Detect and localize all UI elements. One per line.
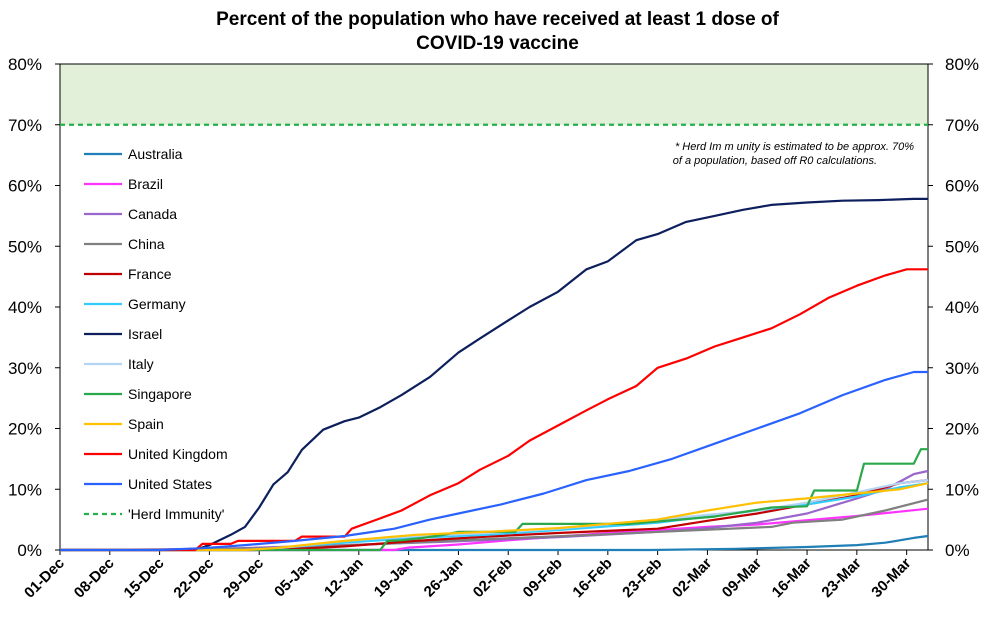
series-line-singapore — [60, 448, 928, 552]
y-tick-label-right: 20% — [945, 420, 979, 439]
x-tick-label: 30-Mar — [868, 555, 914, 601]
legend-label: Israel — [128, 326, 162, 342]
herd-immunity-note-line-2: of a population, based off R0 calculatio… — [673, 155, 877, 167]
y-tick-label-left: 30% — [8, 359, 42, 378]
x-tick-label: 19-Jan — [371, 555, 417, 601]
chart-title-line-1: Percent of the population who have recei… — [216, 9, 779, 30]
chart-title-line-2: COVID-19 vaccine — [416, 33, 579, 54]
x-tick-label: 15-Dec — [121, 555, 168, 602]
legend-label: Germany — [128, 296, 186, 312]
x-tick-label: 16-Mar — [769, 555, 815, 601]
y-tick-label-right: 30% — [945, 359, 979, 378]
x-tick-label: 23-Mar — [818, 555, 864, 601]
legend-label: United Kingdom — [128, 446, 228, 462]
x-tick-label: 09-Feb — [520, 555, 566, 601]
legend-label: Brazil — [128, 176, 163, 192]
y-tick-label-left: 40% — [8, 298, 42, 317]
series-line-spain — [60, 482, 929, 552]
series-line-united-states — [60, 370, 928, 552]
legend-label: 'Herd Immunity' — [128, 506, 224, 522]
y-tick-label-right: 0% — [945, 541, 970, 560]
legend-label: France — [128, 266, 172, 282]
legend: Australia Brazil Canada China France Germany I… — [84, 146, 228, 522]
y-tick-label-right: 40% — [945, 298, 979, 317]
y-tick-label-right: 80% — [945, 55, 979, 74]
legend-label: United States — [128, 476, 212, 492]
herd-immunity-zone — [60, 64, 928, 125]
y-tick-label-left: 80% — [8, 55, 42, 74]
x-tick-label: 01-Dec — [21, 555, 68, 602]
series-line-brazil — [60, 507, 929, 552]
x-tick-label: 23-Feb — [619, 555, 665, 601]
legend-label: Singapore — [128, 386, 192, 402]
x-tick-label: 29-Dec — [220, 555, 267, 602]
x-tick-label: 09-Mar — [719, 555, 765, 601]
legend-label: Italy — [128, 356, 154, 372]
legend-label: Spain — [128, 416, 164, 432]
y-tick-label-left: 50% — [8, 237, 42, 256]
y-tick-label-right: 70% — [945, 116, 979, 135]
herd-immunity-note-line-1: * Herd Im m unity is estimated to be app… — [675, 141, 914, 153]
series-line-israel — [60, 197, 928, 552]
x-tick-label: 02-Feb — [470, 555, 516, 601]
x-tick-label: 02-Mar — [669, 555, 715, 601]
y-tick-label-left: 0% — [17, 541, 42, 560]
x-axis: 01-Dec 08-Dec 15-Dec 22-Dec 29-Dec 05-Jan 12-J… — [21, 550, 915, 602]
y-tick-label-left: 20% — [8, 420, 42, 439]
y-tick-label-right: 10% — [945, 480, 979, 499]
series-layer — [59, 197, 929, 552]
y-axis-right: 0% 10% 20% 30% 40% 50% 60% 70% 80% — [928, 55, 979, 560]
legend-label: Canada — [128, 206, 177, 222]
y-tick-label-right: 60% — [945, 177, 979, 196]
legend-label: Australia — [128, 146, 183, 162]
x-tick-label: 16-Feb — [569, 555, 615, 601]
y-axis-left: 0% 10% 20% 30% 40% 50% 60% 70% 80% — [8, 55, 60, 560]
y-tick-label-left: 10% — [8, 480, 42, 499]
y-tick-label-left: 70% — [8, 116, 42, 135]
y-tick-label-left: 60% — [8, 177, 42, 196]
x-tick-label: 05-Jan — [271, 555, 317, 601]
x-tick-label: 08-Dec — [71, 555, 118, 602]
x-tick-label: 12-Jan — [321, 555, 367, 601]
y-tick-label-right: 50% — [945, 237, 979, 256]
x-tick-label: 22-Dec — [170, 555, 217, 602]
series-line-australia — [60, 534, 929, 552]
x-tick-label: 26-Jan — [421, 555, 467, 601]
legend-label: China — [128, 236, 165, 252]
